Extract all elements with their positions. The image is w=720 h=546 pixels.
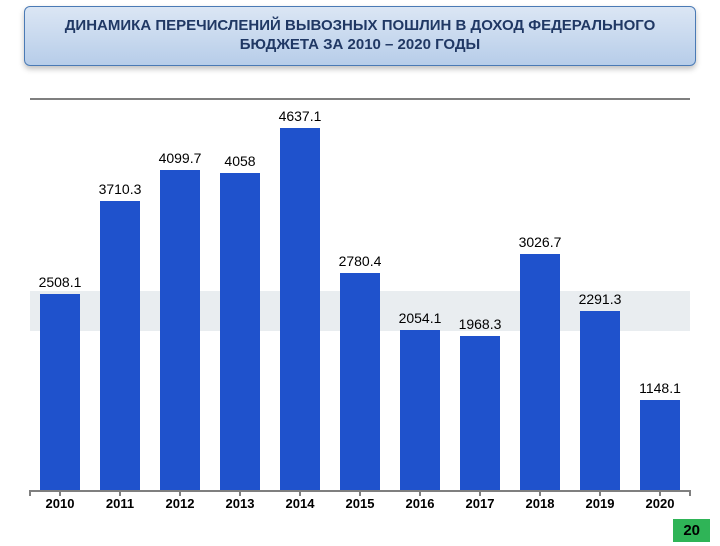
plot-area: 2508.1 3710.3 4099.7 4058 4637.1 2780.4 2054.1… <box>30 98 690 492</box>
bar-value-label: 2054.1 <box>399 310 442 326</box>
bar-rect <box>40 294 81 490</box>
bar-slot: 3710.3 <box>90 100 150 490</box>
bar-value-label: 1968.3 <box>459 316 502 332</box>
bars-container: 2508.1 3710.3 4099.7 4058 4637.1 2780.4 2054.1… <box>30 100 690 490</box>
x-tick-label: 2013 <box>210 496 270 526</box>
bar-value-label: 4637.1 <box>279 108 322 124</box>
x-tick-label: 2018 <box>510 496 570 526</box>
bar-rect <box>100 201 141 490</box>
bar-value-label: 1148.1 <box>639 380 681 396</box>
bar-slot: 1148.1 <box>630 100 690 490</box>
bar-slot: 4099.7 <box>150 100 210 490</box>
page-number-text: 20 <box>683 522 700 539</box>
bar-rect <box>460 336 501 490</box>
bar-rect <box>580 311 621 490</box>
bar-slot: 4637.1 <box>270 100 330 490</box>
bar-value-label: 4099.7 <box>159 150 202 166</box>
x-tick-label: 2010 <box>30 496 90 526</box>
bar-rect <box>520 254 561 490</box>
bar-slot: 1968.3 <box>450 100 510 490</box>
bar-value-label: 4058 <box>224 153 255 169</box>
chart-area: 2508.1 3710.3 4099.7 4058 4637.1 2780.4 2054.1… <box>0 78 720 526</box>
x-tick-label: 2014 <box>270 496 330 526</box>
bar-slot: 2780.4 <box>330 100 390 490</box>
bar-rect <box>640 400 681 490</box>
bar-slot: 4058 <box>210 100 270 490</box>
x-tick-label: 2016 <box>390 496 450 526</box>
chart-title-banner: ДИНАМИКА ПЕРЕЧИСЛЕНИЙ ВЫВОЗНЫХ ПОШЛИН В … <box>24 6 696 66</box>
bar-rect <box>280 128 321 490</box>
bar-rect <box>340 273 381 490</box>
bar-slot: 3026.7 <box>510 100 570 490</box>
page-number-badge: 20 <box>673 519 710 542</box>
bar-value-label: 2780.4 <box>339 253 382 269</box>
bar-value-label: 3710.3 <box>99 181 142 197</box>
x-tick-label: 2017 <box>450 496 510 526</box>
bar-rect <box>160 170 201 490</box>
x-tick-label: 2012 <box>150 496 210 526</box>
chart-title-text: ДИНАМИКА ПЕРЕЧИСЛЕНИЙ ВЫВОЗНЫХ ПОШЛИН В … <box>65 17 656 53</box>
bar-value-label: 2508.1 <box>39 274 82 290</box>
bar-value-label: 2291.3 <box>579 291 622 307</box>
x-tick-label: 2011 <box>90 496 150 526</box>
bar-slot: 2508.1 <box>30 100 90 490</box>
x-tick-label: 2019 <box>570 496 630 526</box>
bar-slot: 2054.1 <box>390 100 450 490</box>
bar-rect <box>220 173 261 490</box>
bar-rect <box>400 330 441 490</box>
bar-slot: 2291.3 <box>570 100 630 490</box>
bar-value-label: 3026.7 <box>519 234 562 250</box>
x-tick-label: 2015 <box>330 496 390 526</box>
x-axis: 2010201120122013201420152016201720182019… <box>30 496 690 526</box>
